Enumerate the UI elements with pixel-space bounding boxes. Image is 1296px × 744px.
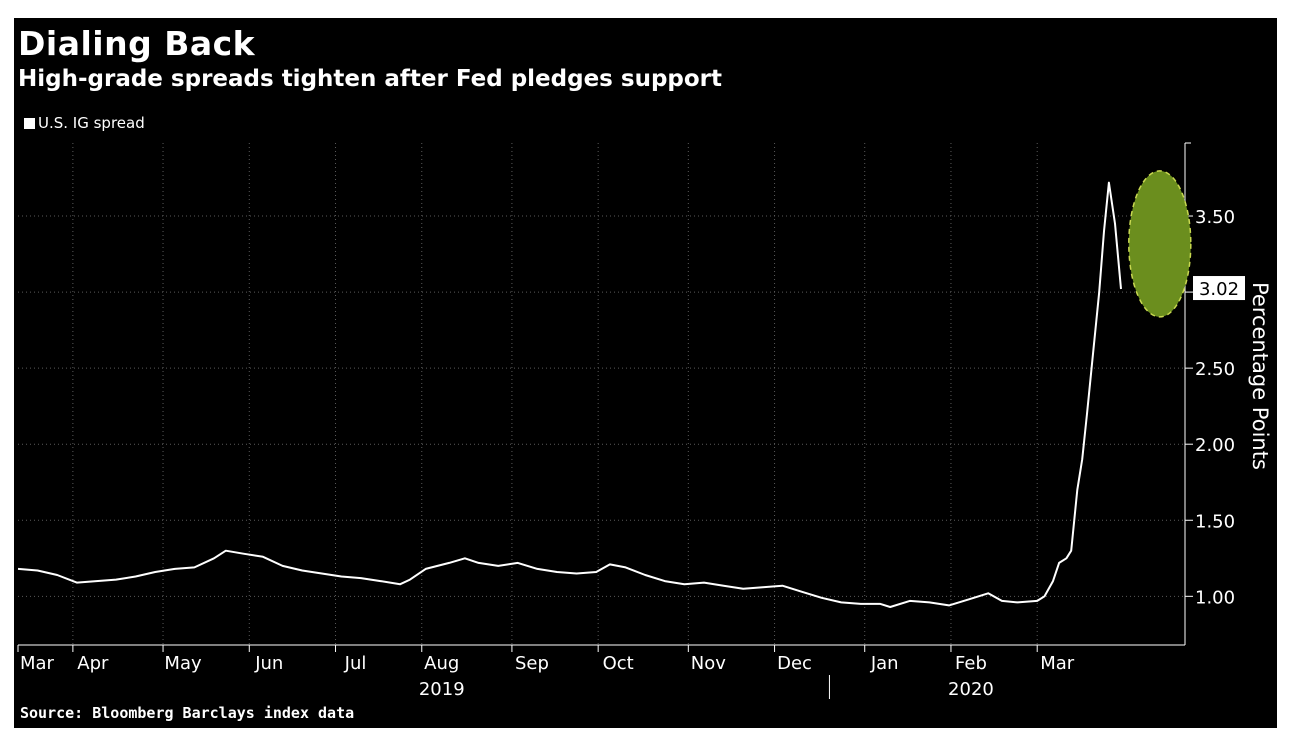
highlight-ellipse	[1128, 170, 1192, 318]
y-axis-title: Percentage Points	[1248, 282, 1272, 470]
y-tick-label: 3.50	[1195, 207, 1235, 228]
x-tick-label: Dec	[777, 653, 812, 674]
last-value-label: 3.02	[1199, 279, 1239, 300]
x-tick-label: Oct	[603, 653, 634, 674]
x-tick-label: Aug	[424, 653, 459, 674]
y-tick-label: 2.00	[1195, 435, 1235, 456]
y-tick-label: 1.50	[1195, 511, 1235, 532]
year-label: 2019	[419, 679, 465, 700]
x-tick-label: Mar	[1040, 653, 1075, 674]
legend: U.S. IG spread	[24, 114, 145, 132]
chart-frame: Dialing Back High-grade spreads tighten …	[14, 18, 1277, 728]
series-line-us-ig-spread	[17, 181, 1122, 608]
chart-title: Dialing Back	[18, 24, 256, 63]
x-tick-label: Feb	[955, 653, 987, 674]
x-tick-label: Mar	[20, 653, 55, 674]
y-tick-label: 1.00	[1195, 587, 1235, 608]
source-note: Source: Bloomberg Barclays index data	[20, 704, 355, 722]
x-tick-label: Jun	[254, 653, 283, 674]
legend-label: U.S. IG spread	[38, 114, 145, 132]
last-value-box	[1193, 276, 1245, 301]
legend-swatch	[24, 117, 35, 129]
x-tick-label: Jul	[344, 653, 367, 674]
x-tick-label: Jan	[870, 653, 899, 674]
y-tick-label: 2.50	[1195, 359, 1235, 380]
x-tick-label: Sep	[515, 653, 549, 674]
x-tick-label: Nov	[691, 653, 726, 674]
x-tick-label: Apr	[77, 653, 109, 674]
x-tick-label: May	[164, 653, 202, 674]
chart-subtitle: High-grade spreads tighten after Fed ple…	[18, 66, 723, 92]
year-label: 2020	[948, 679, 994, 700]
